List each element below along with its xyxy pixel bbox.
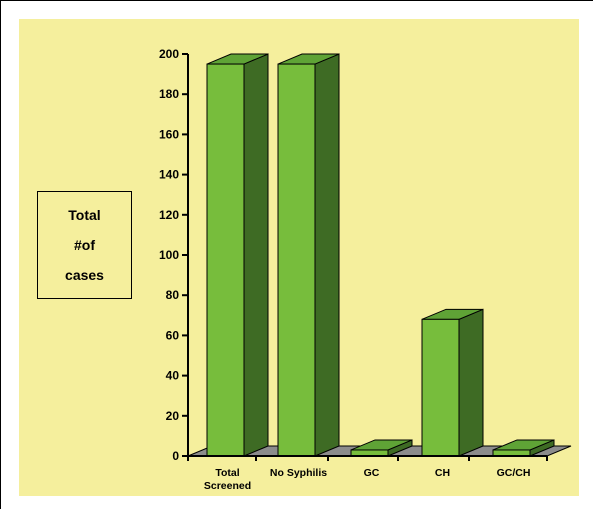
y-tick-label: 20 (166, 409, 180, 423)
y-tick-label: 100 (159, 248, 179, 262)
bar (350, 439, 413, 457)
y-axis-label-line-2: #of (74, 237, 95, 253)
y-tick-label: 160 (159, 127, 179, 141)
x-category-label: No Syphilis (270, 467, 327, 479)
x-category-label: Screened (204, 480, 251, 492)
bar-side (458, 308, 484, 457)
bar-side (243, 53, 269, 457)
y-tick-label: 0 (172, 449, 179, 463)
y-tick-label: 60 (166, 328, 180, 342)
bar (277, 53, 340, 457)
y-axis-label-box: Total #of cases (37, 191, 132, 299)
bar-front (277, 63, 316, 457)
y-axis-label-line-1: Total (68, 207, 101, 223)
y-tick-label: 80 (166, 288, 180, 302)
bar-front (206, 63, 245, 457)
y-axis-label-line-3: cases (65, 267, 104, 283)
bar (206, 53, 269, 457)
bar-front (421, 318, 460, 457)
bar-side (314, 53, 340, 457)
x-category-label: Total (215, 467, 239, 479)
x-category-label: GC (364, 467, 380, 479)
y-tick-label: 140 (159, 168, 179, 182)
bar (492, 439, 555, 457)
bar (421, 308, 484, 457)
x-category-label: GC/CH (497, 467, 531, 479)
y-tick-label: 40 (166, 369, 180, 383)
x-category-label: CH (435, 467, 450, 479)
y-tick-label: 120 (159, 208, 179, 222)
y-tick-label: 180 (159, 87, 179, 101)
y-tick-label: 200 (159, 47, 179, 61)
